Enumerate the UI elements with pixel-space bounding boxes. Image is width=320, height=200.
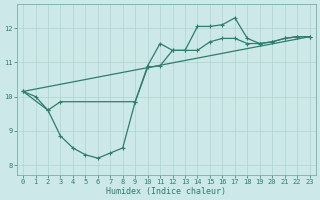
X-axis label: Humidex (Indice chaleur): Humidex (Indice chaleur) [106, 187, 226, 196]
